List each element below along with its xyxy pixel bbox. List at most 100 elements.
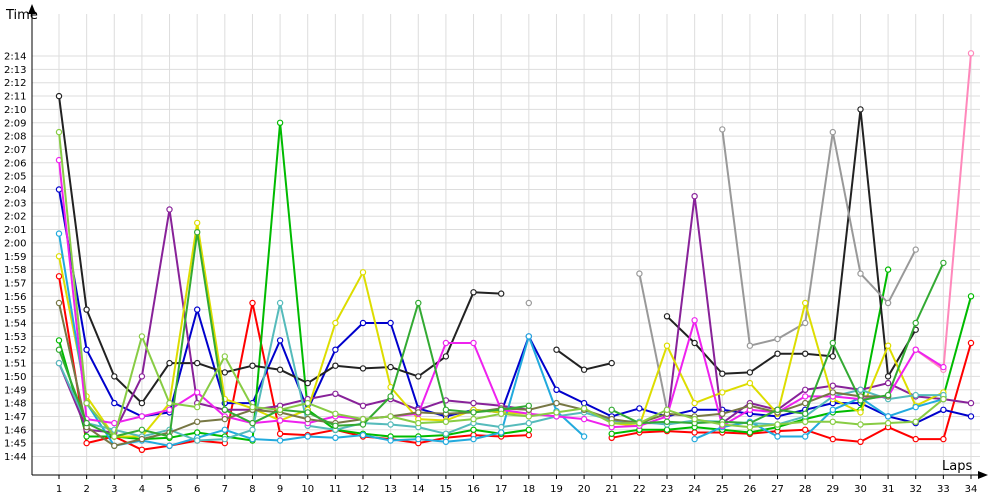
data-point xyxy=(691,192,698,200)
data-point xyxy=(111,419,118,427)
data-point xyxy=(774,335,781,343)
data-point xyxy=(55,128,63,136)
data-point xyxy=(55,359,63,367)
data-point xyxy=(912,403,919,411)
data-point xyxy=(719,370,726,377)
data-point xyxy=(525,426,533,433)
x-tick-label: 6 xyxy=(194,484,200,495)
y-tick-label: 2:07 xyxy=(4,145,26,156)
data-point xyxy=(912,319,919,327)
data-point xyxy=(470,415,477,423)
data-point xyxy=(774,433,781,440)
data-point xyxy=(580,433,588,440)
data-point xyxy=(387,437,394,444)
data-point xyxy=(580,415,588,423)
data-point xyxy=(940,363,947,371)
y-tick-label: 2:06 xyxy=(4,158,26,169)
data-point xyxy=(332,390,339,397)
data-point xyxy=(166,442,173,449)
data-point xyxy=(608,406,615,413)
y-tick-label: 1:49 xyxy=(4,385,26,396)
data-point xyxy=(138,426,146,433)
data-point xyxy=(940,435,947,443)
x-tick-label: 16 xyxy=(467,484,480,495)
data-point xyxy=(912,391,919,399)
y-tick-label: 2:00 xyxy=(4,238,26,249)
data-point xyxy=(967,399,975,407)
y-axis-arrow xyxy=(28,4,36,14)
data-point xyxy=(884,266,892,273)
x-tick-label: 4 xyxy=(139,484,145,495)
data-point xyxy=(387,413,394,420)
data-point xyxy=(884,342,892,349)
x-tick-label: 2 xyxy=(83,484,89,495)
data-point xyxy=(857,106,864,113)
data-point xyxy=(442,406,450,413)
data-point xyxy=(719,410,726,417)
data-point xyxy=(359,269,367,276)
data-point xyxy=(498,290,505,297)
y-axis-title: Time xyxy=(5,8,38,23)
data-point xyxy=(387,393,394,400)
x-tick-label: 9 xyxy=(277,484,283,495)
x-tick-label: 27 xyxy=(771,484,784,495)
data-point xyxy=(967,413,975,420)
data-point xyxy=(442,438,450,445)
data-point xyxy=(802,350,809,357)
x-tick-label: 21 xyxy=(605,484,618,495)
y-tick-label: 2:13 xyxy=(4,65,26,76)
data-point xyxy=(470,409,477,416)
y-tick-labels: 1:44 1:45 1:46 1:47 1:48 1:49 1:50 1:51 1:52 1:53… xyxy=(4,52,26,464)
data-point xyxy=(83,346,90,353)
data-point xyxy=(802,433,809,440)
data-point xyxy=(415,409,422,416)
data-point xyxy=(884,373,892,380)
x-tick-label: 29 xyxy=(826,484,839,495)
data-point xyxy=(387,319,394,327)
data-point xyxy=(940,259,947,267)
data-point xyxy=(525,413,533,420)
data-point xyxy=(193,228,201,236)
y-tick-label: 1:47 xyxy=(4,412,26,423)
data-point xyxy=(193,437,201,444)
data-point xyxy=(193,418,201,425)
data-point xyxy=(276,430,284,437)
data-point xyxy=(193,403,201,411)
data-point xyxy=(580,399,588,407)
x-tick-label: 15 xyxy=(440,484,453,495)
x-axis-arrow xyxy=(978,471,988,479)
data-point xyxy=(663,406,671,413)
series-line xyxy=(58,121,529,442)
data-point xyxy=(304,415,311,423)
data-point xyxy=(829,339,837,347)
y-tick-label: 1:55 xyxy=(4,305,26,316)
data-point xyxy=(912,418,919,425)
data-point xyxy=(166,433,173,440)
y-tick-label: 1:53 xyxy=(4,332,26,343)
y-tick-label: 1:57 xyxy=(4,278,26,289)
data-point xyxy=(166,399,173,407)
data-point xyxy=(967,293,975,300)
x-tick-label: 7 xyxy=(222,484,228,495)
data-point xyxy=(746,402,754,409)
data-point xyxy=(276,437,284,444)
data-point xyxy=(746,423,754,431)
data-point xyxy=(249,403,256,411)
y-tick-label: 1:51 xyxy=(4,359,26,370)
data-point xyxy=(802,393,809,400)
data-point xyxy=(276,337,284,344)
data-point xyxy=(138,399,146,407)
data-point xyxy=(553,409,560,416)
x-tick-label: 23 xyxy=(661,484,674,495)
data-point xyxy=(83,419,90,427)
series-line xyxy=(58,233,585,447)
data-point xyxy=(276,406,284,413)
x-tick-label: 14 xyxy=(412,484,425,495)
data-point xyxy=(525,333,533,340)
x-tick-labels: 1 2 3 4 5 6 7 8 9 10 11 12 13 14 15 16 17 18 19 20 21 22 23 24 2… xyxy=(56,484,978,495)
x-tick-label: 26 xyxy=(744,484,757,495)
x-tick-label: 13 xyxy=(384,484,397,495)
data-point xyxy=(55,273,63,280)
data-point xyxy=(912,246,919,253)
data-point xyxy=(138,413,146,420)
